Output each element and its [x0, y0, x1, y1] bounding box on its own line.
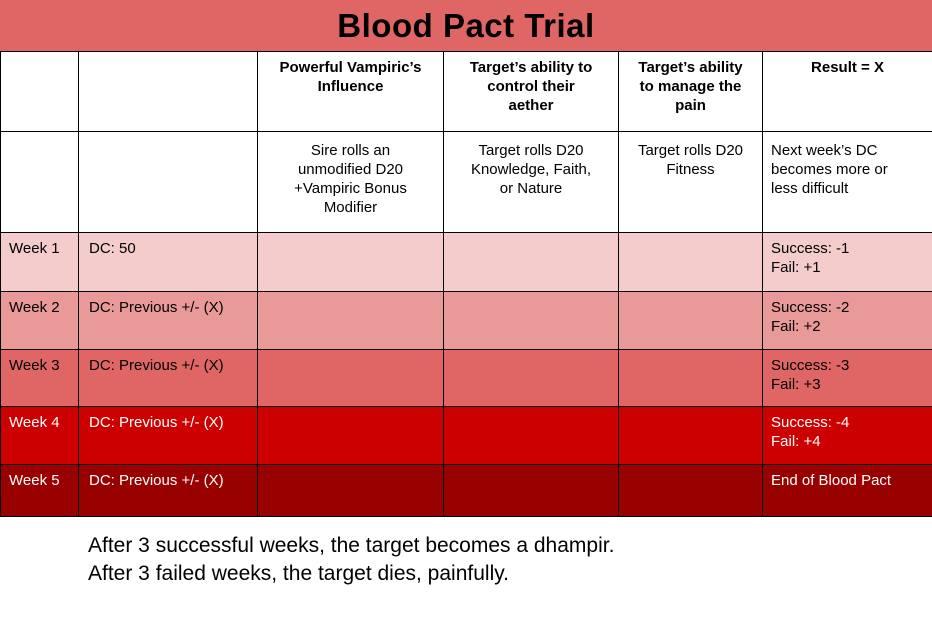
aether-roll-cell — [443, 232, 619, 292]
pain-roll-cell — [618, 406, 763, 465]
week-label-cell: Week 5 — [0, 464, 79, 517]
influence-roll-cell — [257, 291, 444, 350]
week-label-cell: Week 1 — [0, 232, 79, 292]
result-cell: Success: -3 Fail: +3 — [762, 349, 932, 407]
week-row-4: Week 4 DC: Previous +/- (X) Success: -4 … — [0, 406, 932, 465]
corner-cell — [78, 131, 258, 233]
header-aether: Target’s ability to control their aether — [443, 51, 619, 132]
week-row-5: Week 5 DC: Previous +/- (X) End of Blood… — [0, 464, 932, 517]
week-label-cell: Week 4 — [0, 406, 79, 465]
dc-cell: DC: Previous +/- (X) — [78, 349, 258, 407]
subheader-aether: Target rolls D20 Knowledge, Faith, or Na… — [443, 131, 619, 233]
subheader-result: Next week’s DC becomes more or less diff… — [762, 131, 932, 233]
week-row-3: Week 3 DC: Previous +/- (X) Success: -3 … — [0, 349, 932, 407]
influence-roll-cell — [257, 406, 444, 465]
aether-roll-cell — [443, 406, 619, 465]
subheader-pain: Target rolls D20 Fitness — [618, 131, 763, 233]
week-label-cell: Week 2 — [0, 291, 79, 350]
pain-roll-cell — [618, 464, 763, 517]
page-title: Blood Pact Trial — [337, 6, 595, 44]
corner-cell — [0, 131, 79, 233]
header-result: Result = X — [762, 51, 932, 132]
dc-cell: DC: Previous +/- (X) — [78, 291, 258, 350]
influence-roll-cell — [257, 349, 444, 407]
week-row-2: Week 2 DC: Previous +/- (X) Success: -2 … — [0, 291, 932, 350]
blood-pact-table: Powerful Vampiric’s Influence Target’s a… — [0, 51, 932, 517]
aether-roll-cell — [443, 464, 619, 517]
result-cell: End of Blood Pact — [762, 464, 932, 517]
subheader-row: Sire rolls an unmodified D20 +Vampiric B… — [0, 131, 932, 233]
influence-roll-cell — [257, 464, 444, 517]
dc-cell: DC: Previous +/- (X) — [78, 464, 258, 517]
title-bar: Blood Pact Trial — [0, 0, 932, 51]
header-row: Powerful Vampiric’s Influence Target’s a… — [0, 51, 932, 132]
header-pain: Target’s ability to manage the pain — [618, 51, 763, 132]
result-cell: Success: -2 Fail: +2 — [762, 291, 932, 350]
week-row-1: Week 1 DC: 50 Success: -1 Fail: +1 — [0, 232, 932, 292]
pain-roll-cell — [618, 349, 763, 407]
week-label-cell: Week 3 — [0, 349, 79, 407]
result-cell: Success: -4 Fail: +4 — [762, 406, 932, 465]
aether-roll-cell — [443, 291, 619, 350]
subheader-influence: Sire rolls an unmodified D20 +Vampiric B… — [257, 131, 444, 233]
influence-roll-cell — [257, 232, 444, 292]
result-cell: Success: -1 Fail: +1 — [762, 232, 932, 292]
aether-roll-cell — [443, 349, 619, 407]
corner-cell — [0, 51, 79, 132]
footnotes: After 3 successful weeks, the target bec… — [88, 532, 932, 588]
pain-roll-cell — [618, 232, 763, 292]
pain-roll-cell — [618, 291, 763, 350]
dc-cell: DC: 50 — [78, 232, 258, 292]
header-influence: Powerful Vampiric’s Influence — [257, 51, 444, 132]
note-fail: After 3 failed weeks, the target dies, p… — [88, 562, 510, 585]
note-success: After 3 successful weeks, the target bec… — [88, 534, 615, 557]
dc-cell: DC: Previous +/- (X) — [78, 406, 258, 465]
corner-cell — [78, 51, 258, 132]
